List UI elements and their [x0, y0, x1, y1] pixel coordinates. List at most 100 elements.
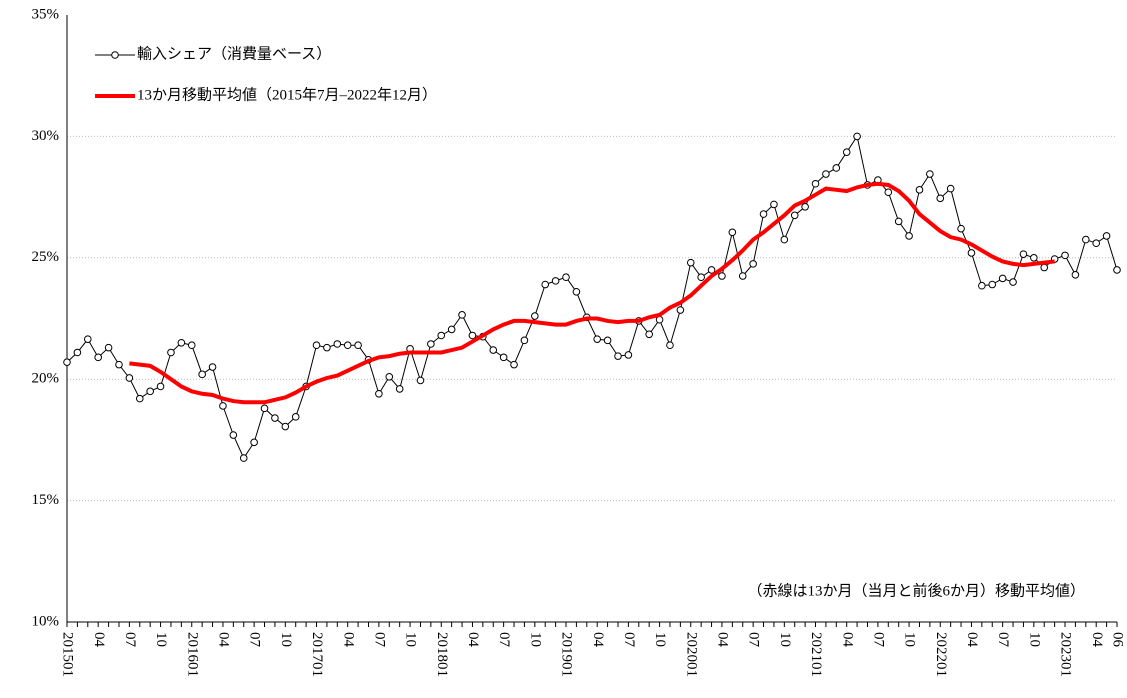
legend-label: 13か月移動平均値（2015年7月–2022年12月） — [137, 86, 437, 103]
point — [946, 184, 955, 193]
x-tick-label: 04 — [839, 632, 855, 648]
point — [208, 363, 217, 371]
point — [135, 394, 144, 403]
point — [1009, 278, 1017, 286]
point — [967, 249, 976, 257]
x-tick-label: 10 — [652, 632, 668, 647]
x-tick-label: 10 — [902, 632, 918, 647]
point — [686, 258, 695, 267]
x-tick-label: 07 — [496, 632, 512, 648]
point — [447, 325, 456, 334]
point — [1030, 253, 1038, 262]
point — [790, 211, 799, 220]
point — [728, 228, 737, 237]
point — [978, 281, 986, 290]
point — [115, 360, 123, 369]
point — [894, 217, 903, 226]
x-tick-label: 07 — [122, 632, 138, 648]
point — [385, 372, 394, 381]
point — [926, 170, 934, 178]
x-tick-label: 07 — [746, 632, 762, 648]
point — [832, 164, 841, 172]
point — [375, 389, 383, 398]
point — [416, 376, 425, 385]
point — [759, 210, 768, 218]
point — [63, 358, 71, 367]
point — [1082, 235, 1090, 244]
point — [666, 341, 674, 350]
point — [510, 360, 518, 369]
x-tick-label: 202001 — [683, 632, 699, 677]
point — [343, 341, 352, 350]
point — [998, 274, 1007, 283]
point — [1113, 266, 1121, 274]
point — [718, 272, 726, 280]
point — [323, 343, 331, 352]
point — [1071, 270, 1080, 279]
point — [229, 431, 238, 439]
point — [541, 280, 550, 289]
x-tick-label: 10 — [278, 632, 294, 647]
x-tick-label: 201901 — [559, 632, 575, 677]
point — [177, 338, 186, 347]
point — [198, 370, 206, 379]
point — [73, 348, 82, 357]
point — [603, 336, 612, 345]
point — [957, 224, 965, 233]
point — [936, 194, 945, 203]
x-tick-label: 202301 — [1058, 632, 1074, 677]
point — [988, 280, 997, 289]
point — [395, 385, 404, 393]
point — [458, 311, 466, 319]
x-tick-label: 10 — [1026, 632, 1042, 647]
point — [1061, 251, 1069, 260]
point — [624, 351, 633, 359]
x-tick-label: 04 — [1089, 632, 1105, 648]
legend-marker — [111, 51, 119, 59]
x-tick-label: 201801 — [434, 632, 450, 677]
point — [614, 352, 622, 360]
x-tick-label: 202201 — [933, 632, 949, 677]
point — [915, 186, 924, 194]
point — [219, 402, 227, 410]
point — [146, 387, 154, 396]
point — [291, 413, 300, 421]
point — [853, 132, 861, 141]
point — [531, 312, 539, 320]
point — [749, 260, 757, 268]
x-tick-label: 07 — [995, 632, 1011, 648]
point — [281, 422, 290, 431]
point — [156, 382, 165, 391]
x-tick-label: 04 — [216, 632, 232, 648]
y-tick-label: 10% — [32, 613, 60, 629]
point — [770, 200, 778, 209]
y-tick-label: 25% — [32, 249, 60, 265]
point — [811, 179, 820, 188]
point — [551, 277, 560, 285]
point — [822, 170, 830, 178]
point — [645, 330, 653, 339]
point — [260, 404, 269, 413]
point — [593, 335, 601, 343]
point — [572, 287, 581, 296]
point — [1102, 232, 1111, 240]
point — [489, 346, 498, 354]
point — [738, 272, 747, 280]
x-tick-label: 07 — [870, 632, 886, 648]
point — [104, 343, 113, 352]
point — [437, 331, 446, 340]
x-tick-label: 10 — [777, 632, 793, 647]
x-tick-label: 10 — [527, 632, 543, 647]
x-tick-label: 202101 — [808, 632, 824, 677]
x-tick-label: 07 — [371, 632, 387, 648]
point — [125, 374, 134, 382]
point — [562, 273, 570, 282]
point — [354, 341, 362, 350]
point — [83, 335, 92, 343]
x-tick-label: 04 — [340, 632, 356, 648]
x-tick-label: 201701 — [309, 632, 325, 677]
point — [312, 341, 321, 350]
point — [520, 336, 529, 345]
x-tick-label: 04 — [465, 632, 481, 648]
